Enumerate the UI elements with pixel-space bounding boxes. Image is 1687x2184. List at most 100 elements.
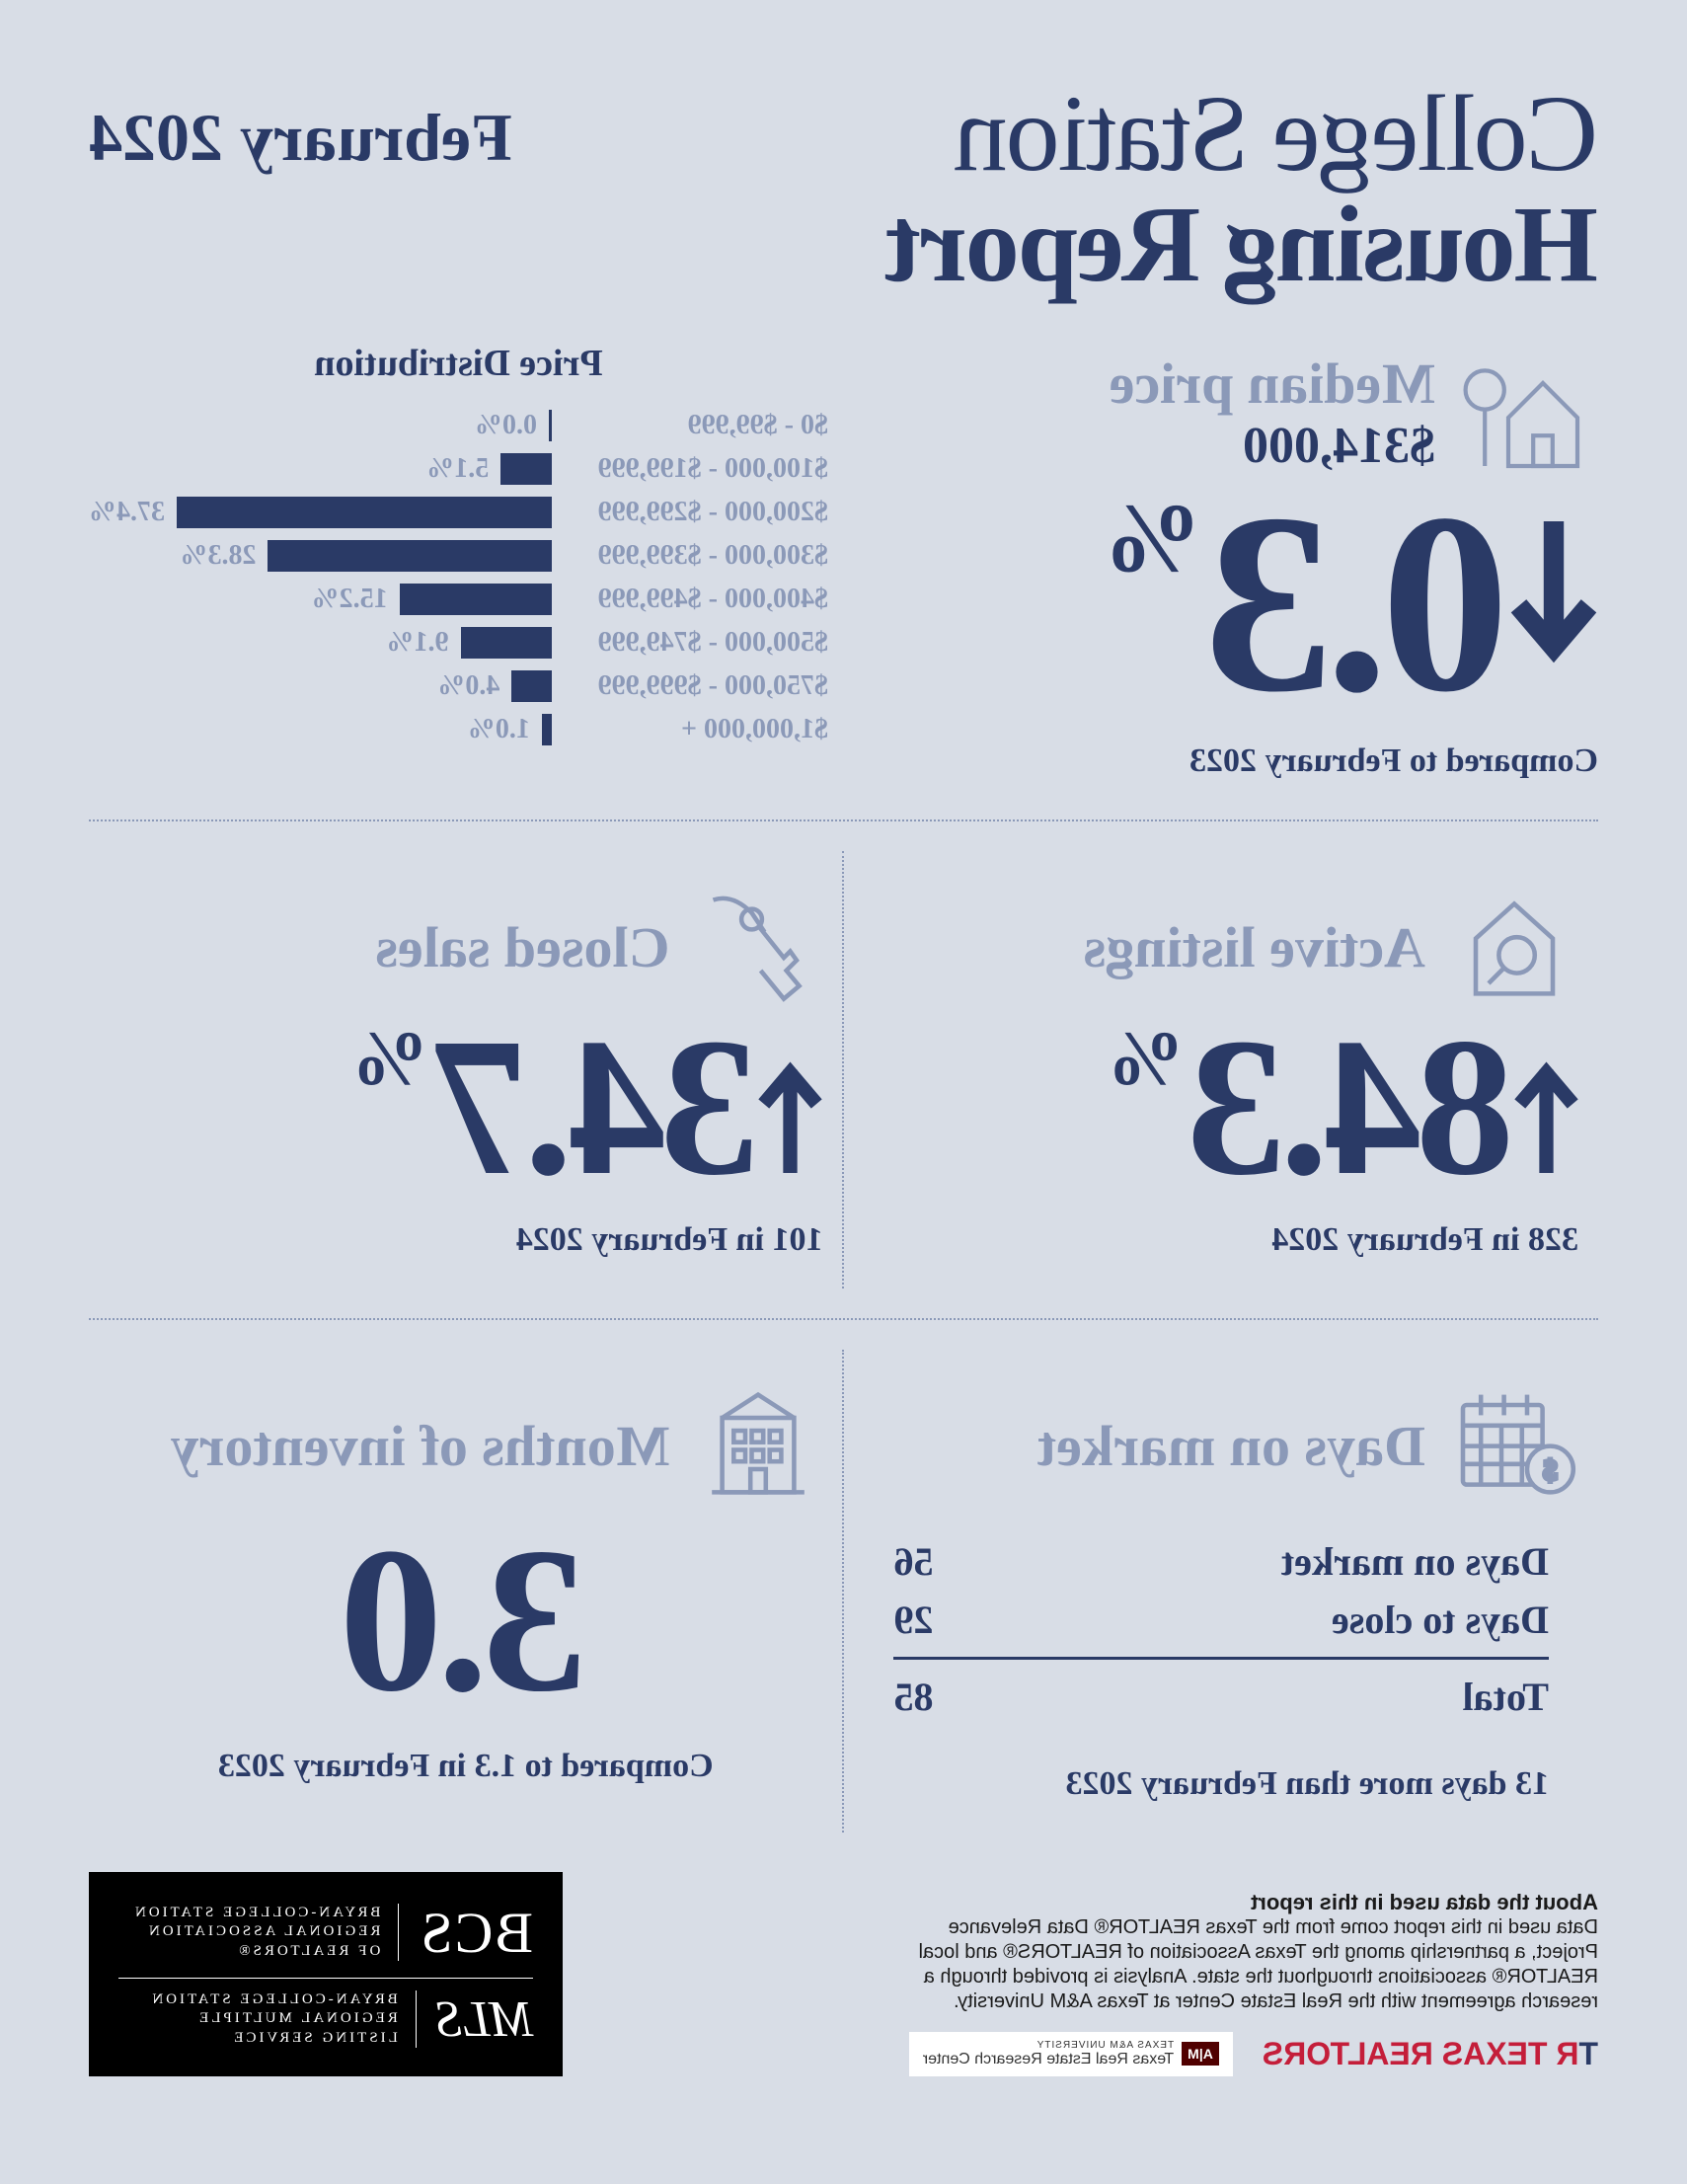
bcs-text: BCS (419, 1900, 533, 1966)
dist-pct: 37.4% (89, 497, 165, 528)
inventory-value: 3.0 (109, 1532, 823, 1709)
about-text: Data used in this report come from the T… (887, 1915, 1598, 2014)
trec-logo: A|M TEXAS A&M UNIVERSITY Texas Real Esta… (909, 2032, 1233, 2076)
closed-title: Closed sales (375, 914, 669, 980)
active-title: Active listings (1084, 914, 1425, 980)
vdivider-2 (843, 1350, 845, 1833)
distribution-row: $500,000 - $749,999 9.1% (89, 627, 828, 659)
dist-bar (500, 453, 552, 485)
header: College Station Housing Report February … (89, 79, 1598, 302)
closed-change-number: 34.7 (437, 1024, 759, 1192)
dom-total-val: 85 (894, 1674, 934, 1720)
title-block: College Station Housing Report (512, 79, 1598, 302)
median-change: 0.3 % (887, 495, 1598, 713)
distribution-row: $300,000 - $399,999 28.3% (89, 540, 828, 572)
dist-pct: 1.0% (468, 714, 530, 745)
title-line2: Housing Report (512, 188, 1598, 302)
dist-bar (461, 627, 552, 659)
dom-row1-label: Days on market (1281, 1538, 1549, 1585)
distribution-row: $750,000 - $999,999 4.0% (89, 670, 828, 702)
dist-bar (549, 410, 552, 441)
closed-change-pct: % (352, 1014, 429, 1103)
inventory-block: Months of inventory 3.0 Compared to 1.3 … (89, 1350, 843, 1833)
price-distribution-block: Price Distribution $0 - $99,9990.0% $100,… (89, 342, 828, 780)
dist-range: $300,000 - $399,999 (552, 540, 828, 572)
dist-bar (177, 497, 552, 528)
distribution-title: Price Distribution (89, 342, 828, 385)
dist-pct: 28.3% (180, 540, 256, 572)
svg-text:$: $ (1543, 1455, 1557, 1486)
inventory-sub: Compared to 1.3 in February 2023 (109, 1748, 823, 1785)
divider-2 (89, 1318, 1598, 1320)
arrow-up-icon (759, 1045, 823, 1178)
closed-sub: 101 in February 2024 (109, 1221, 823, 1259)
distribution-row: $200,000 - $299,999 37.4% (89, 497, 828, 528)
dist-pct: 4.0% (437, 670, 499, 702)
bottom-section: $ Days on market Days on market 56 Days … (89, 1350, 1598, 1833)
mls-text: MLS (436, 1990, 533, 2049)
distribution-row: $0 - $99,9990.0% (89, 410, 828, 441)
dist-bar (400, 584, 552, 615)
footer-right: BCS BRYAN-COLLEGE STATIONREGIONAL ASSOCI… (89, 1872, 563, 2076)
mls-sub: BRYAN-COLLEGE STATIONREGIONAL MULTIPLELI… (149, 1990, 416, 2049)
median-change-number: 0.3 (1212, 495, 1509, 713)
bcs-mls-logo: BCS BRYAN-COLLEGE STATIONREGIONAL ASSOCI… (89, 1872, 563, 2076)
active-sub: 328 in February 2024 (865, 1221, 1579, 1259)
distribution-row: $100,000 - $199,999 5.1% (89, 453, 828, 485)
report-date: February 2024 (89, 99, 512, 177)
dom-row: Days to close 29 (835, 1591, 1550, 1649)
arrow-up-icon (1514, 1045, 1578, 1178)
distribution-row: $1,000,000 + 1.0% (89, 714, 828, 745)
footer: About the data used in this report Data … (89, 1872, 1598, 2076)
footer-logos: TR TEXAS REALTORS A|M TEXAS A&M UNIVERSI… (563, 2032, 1598, 2076)
mid-section: Active listings 84.3 % 328 in February 2… (89, 851, 1598, 1288)
dom-row: Days on market 56 (835, 1532, 1550, 1591)
divider-1 (89, 819, 1598, 821)
dist-pct: 9.1% (387, 627, 449, 659)
dom-total-line (894, 1657, 1550, 1660)
closed-sales-block: Closed sales 34.7 % 101 in February 2024 (89, 851, 843, 1288)
median-change-pct: % (1104, 481, 1202, 594)
dist-pct: 0.0% (475, 410, 537, 441)
dist-bar (542, 714, 552, 745)
dom-total-row: Total 85 (835, 1668, 1550, 1726)
dist-range: $200,000 - $299,999 (552, 497, 828, 528)
dist-pct: 15.2% (312, 584, 388, 615)
days-on-market-block: $ Days on market Days on market 56 Days … (845, 1350, 1599, 1833)
top-section: Median price $314,000 0.3 % Compared to … (89, 342, 1598, 780)
about-title: About the data used in this report (563, 1890, 1598, 1915)
dom-row2-label: Days to close (1332, 1597, 1549, 1643)
dist-bar (511, 670, 552, 702)
house-search-icon (1450, 881, 1578, 1014)
dist-range: $500,000 - $749,999 (552, 627, 828, 659)
active-change-number: 84.3 (1192, 1024, 1514, 1192)
hand-key-icon (695, 881, 823, 1014)
calendar-dollar-icon: $ (1450, 1379, 1578, 1513)
distribution-rows: $0 - $99,9990.0%$100,000 - $199,9995.1%$… (89, 410, 828, 745)
active-change-pct: % (1108, 1014, 1185, 1103)
dom-total-label: Total (1463, 1674, 1549, 1720)
dom-table: Days on market 56 Days to close 29 Total… (835, 1532, 1550, 1726)
bcs-sub: BRYAN-COLLEGE STATIONREGIONAL ASSOCIATIO… (132, 1904, 399, 1962)
dist-range: $1,000,000 + (552, 714, 828, 745)
arrow-down-icon (1509, 521, 1598, 694)
inventory-title: Months of inventory (171, 1413, 670, 1479)
dom-title: Days on market (1037, 1413, 1425, 1479)
active-listings-block: Active listings 84.3 % 328 in February 2… (845, 851, 1599, 1288)
building-icon (695, 1379, 823, 1513)
dist-bar (268, 540, 552, 572)
median-compare: Compared to February 2023 (887, 742, 1598, 780)
dom-row2-val: 29 (894, 1597, 934, 1643)
distribution-row: $400,000 - $499,999 15.2% (89, 584, 828, 615)
dist-range: $750,000 - $999,999 (552, 670, 828, 702)
footer-left: About the data used in this report Data … (563, 1890, 1598, 2076)
dom-sub: 13 days more than February 2023 (865, 1765, 1550, 1803)
dist-range: $100,000 - $199,999 (552, 453, 828, 485)
dist-pct: 5.1% (426, 453, 489, 485)
dist-range: $400,000 - $499,999 (552, 584, 828, 615)
median-title: Median price (1110, 351, 1435, 417)
texas-realtors-logo: TR TEXAS REALTORS (1263, 2036, 1598, 2072)
title-line1: College Station (512, 79, 1598, 188)
median-price-block: Median price $314,000 0.3 % Compared to … (887, 342, 1598, 780)
vdivider-1 (843, 851, 845, 1288)
